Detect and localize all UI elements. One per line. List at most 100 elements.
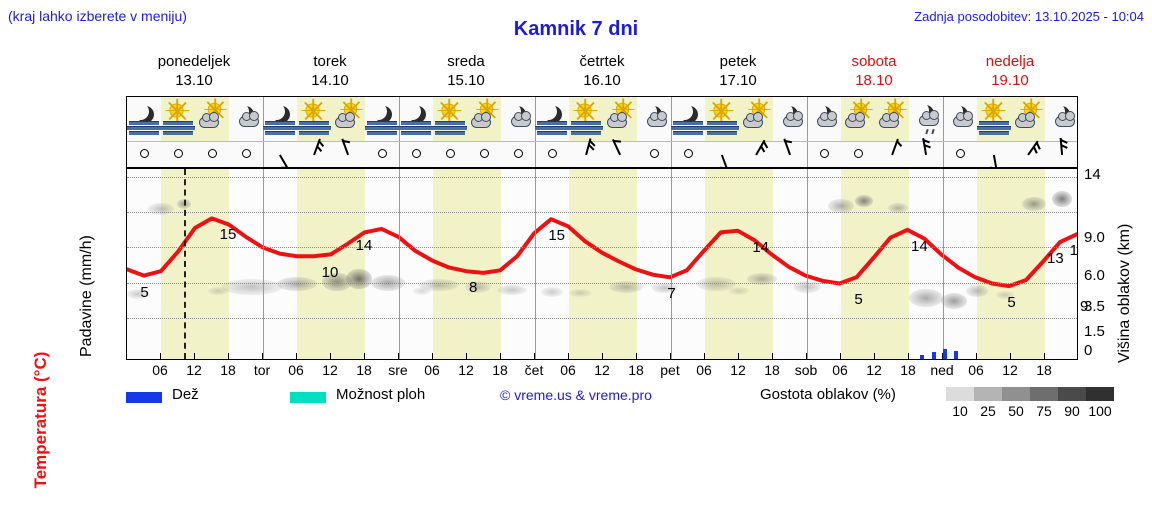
mist-bar — [299, 131, 329, 135]
current-time-marker — [183, 169, 186, 359]
weather-icon-sun-cloud — [876, 100, 908, 133]
weather-icon-sun-cloud — [740, 100, 772, 133]
weather-icon-sun-mist — [433, 101, 467, 135]
weather-icon-moon-cloud — [230, 101, 262, 133]
temperature-label: 10 — [321, 264, 339, 282]
cloud-density-blob — [652, 283, 679, 293]
x-axis-label: čet — [524, 362, 544, 378]
gridline — [127, 282, 1077, 284]
cloud-density-blob — [569, 289, 592, 297]
x-axis-label: 06 — [696, 362, 712, 378]
wind-barb — [880, 138, 904, 165]
cloud-density-step-label: 10 — [952, 403, 968, 419]
last-updated: Zadnja posodobitev: 13.10.2025 - 10:04 — [914, 9, 1144, 24]
wind-calm-circle — [132, 143, 156, 165]
mist-bar — [435, 131, 465, 135]
rain-label: Dež — [172, 386, 199, 403]
wind-calm-circle — [166, 143, 190, 165]
x-axis-tick-mark — [330, 353, 331, 359]
cloud-density-step-label: 25 — [980, 403, 996, 419]
weather-icon-moon-mist — [671, 101, 705, 135]
cloud-density-blob — [277, 277, 317, 291]
mist-bar — [707, 131, 737, 135]
x-axis-label: 12 — [730, 362, 746, 378]
calm-circle — [208, 149, 217, 158]
x-axis-label: 06 — [832, 362, 848, 378]
cloud-icon — [199, 112, 219, 128]
x-axis-label: tor — [253, 362, 271, 378]
day-header-ponedeljek: ponedeljek 13.10 — [134, 52, 254, 90]
calm-circle — [480, 149, 489, 158]
moon-icon — [370, 103, 387, 120]
cloud-icon — [647, 111, 667, 127]
cloud-density-blob — [696, 277, 737, 291]
x-axis-label: 06 — [968, 362, 984, 378]
wind-barb — [914, 138, 938, 165]
cloud-icon — [845, 112, 865, 128]
cloud-density-step-label: 75 — [1036, 403, 1052, 419]
day-header-petek: petek 17.10 — [678, 52, 798, 90]
calm-circle — [174, 149, 183, 158]
wind-calm-circle — [506, 143, 530, 165]
day-date: 15.10 — [447, 72, 485, 89]
temperature-label: 5 — [854, 291, 863, 309]
cloud-icon — [919, 110, 939, 126]
daylight-band — [705, 169, 773, 359]
cloud-density-blob — [909, 289, 943, 307]
gridline — [127, 177, 1077, 178]
mist-bar — [265, 131, 295, 135]
x-axis-label: 18 — [764, 362, 780, 378]
x-axis-label: 12 — [322, 362, 338, 378]
day-separator — [943, 97, 944, 167]
weather-icon-sun-mist — [161, 101, 195, 135]
x-axis-label: 18 — [220, 362, 236, 378]
mist-bar — [367, 121, 397, 125]
day-separator — [535, 97, 536, 167]
day-separator — [399, 97, 400, 167]
day-name: četrtek — [579, 53, 625, 70]
wind-barb — [336, 138, 360, 165]
temperature-label: 13 — [1047, 250, 1064, 268]
weather-icon-moon-mist — [365, 101, 399, 135]
calm-circle — [684, 149, 693, 158]
cloud-density-blob — [418, 279, 459, 291]
day-header-nedelja: nedelja 19.10 — [950, 52, 1070, 90]
cloud-height-tick: 3.5 — [1084, 298, 1105, 315]
mist-bar — [367, 131, 397, 135]
temperature-label: 15 — [548, 227, 566, 245]
cloud-density-blob — [127, 289, 150, 299]
daylight-band — [297, 169, 365, 359]
wind-barb — [710, 143, 734, 172]
copyright: © vreme.us & vreme.pro — [500, 387, 652, 403]
temperature-label: 5 — [1007, 294, 1016, 312]
cloud-icon — [743, 112, 763, 128]
x-axis-label: 18 — [628, 362, 644, 378]
mist-bar — [535, 126, 569, 130]
mist-bar — [163, 121, 193, 125]
cloud-density-step-label: 50 — [1008, 403, 1024, 419]
x-axis-label: sob — [794, 362, 818, 378]
mist-bar — [265, 121, 295, 125]
day-header-četrtek: četrtek 16.10 — [542, 52, 662, 90]
mist-bar — [399, 126, 433, 130]
cloud-density-blob — [854, 195, 873, 207]
precipitation-bar — [931, 351, 936, 359]
wind-calm-circle — [234, 143, 258, 165]
temperature-label: 5 — [140, 283, 149, 301]
daylight-band — [977, 169, 1045, 359]
wind-calm-circle — [438, 143, 462, 165]
weather-icon-moon-mist — [127, 101, 161, 135]
sun-icon — [709, 101, 734, 120]
day-separator — [399, 169, 400, 359]
cloud-icon — [879, 112, 899, 128]
mist-bar — [161, 126, 195, 130]
cloud-density-blob — [746, 273, 777, 285]
day-separator — [671, 97, 672, 167]
wind-calm-circle — [472, 143, 496, 165]
mist-bar — [537, 121, 567, 125]
cloud-density-swatch — [974, 387, 1002, 401]
cloud-height-tick: 1.5 — [1084, 323, 1105, 341]
day-separator — [943, 169, 944, 359]
sun-icon — [573, 101, 598, 120]
mist-bar — [401, 131, 431, 135]
